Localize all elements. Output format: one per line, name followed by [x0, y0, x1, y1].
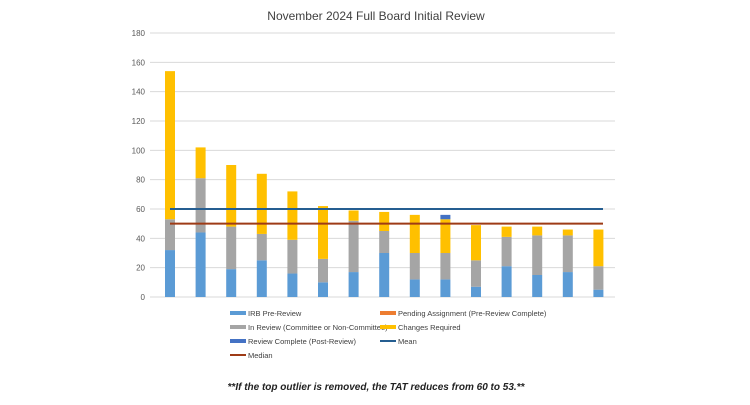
bar-segment — [379, 231, 390, 253]
bar-segment — [409, 279, 420, 297]
bar-segment — [195, 178, 206, 233]
bar-segment — [532, 235, 543, 275]
bar-segment — [226, 226, 237, 270]
bar-segment — [348, 220, 359, 273]
chart-annotation: **If the top outlier is removed, the TAT… — [228, 382, 526, 393]
bar-segment — [440, 214, 451, 220]
bar-segment — [287, 239, 298, 274]
bar-segment — [501, 236, 512, 267]
legend-swatch — [380, 325, 396, 329]
y-tick-label: 20 — [136, 264, 145, 273]
bar-segment — [593, 266, 604, 290]
legend-swatch — [380, 311, 396, 315]
bar-segment — [409, 214, 420, 253]
bar-segment — [195, 147, 206, 179]
legend-label: In Review (Committee or Non-Committee) — [248, 323, 388, 332]
bar-segment — [287, 273, 298, 297]
bar-segment — [348, 272, 359, 297]
bar-segment — [471, 225, 481, 261]
legend-label: Changes Required — [398, 323, 461, 332]
bar-segment — [348, 210, 359, 221]
bar-segment — [562, 235, 573, 273]
legend-swatch — [230, 339, 246, 343]
chart-title: November 2024 Full Board Initial Review — [267, 9, 485, 23]
legend-swatch — [230, 325, 246, 329]
bar-segment — [287, 191, 298, 240]
bar-segment — [256, 260, 267, 297]
y-tick-label: 40 — [136, 234, 145, 243]
legend-label: Median — [248, 351, 273, 360]
y-tick-label: 60 — [136, 205, 145, 214]
legend-label: Pending Assignment (Pre-Review Complete) — [398, 309, 547, 318]
y-tick-label: 0 — [141, 293, 146, 302]
bar-segment — [501, 226, 512, 237]
bar-segment — [440, 253, 451, 280]
bar-segment — [165, 71, 175, 220]
bar-segment — [471, 286, 481, 297]
bar-segment — [195, 232, 206, 297]
bar-segment — [379, 211, 390, 231]
y-tick-label: 140 — [132, 88, 146, 97]
bar-segment — [318, 282, 328, 297]
bar-segment — [593, 229, 604, 267]
bar-segment — [532, 275, 543, 297]
y-tick-label: 80 — [136, 176, 145, 185]
legend-label: Review Complete (Post-Review) — [248, 337, 356, 346]
y-tick-label: 180 — [132, 29, 146, 38]
bar-segment — [165, 219, 175, 251]
bar-segment — [226, 269, 237, 297]
bar-segment — [501, 266, 512, 297]
bar-segment — [409, 253, 420, 280]
bar-segment — [440, 219, 451, 253]
bar-segment — [256, 233, 267, 261]
bar-segment — [379, 253, 390, 297]
y-tick-label: 100 — [132, 146, 146, 155]
bar-segment — [562, 272, 573, 297]
bar-segment — [226, 165, 237, 227]
bar-segment — [256, 173, 267, 234]
bar-segment — [440, 279, 451, 297]
bar-segment — [318, 258, 328, 283]
bar-segment — [532, 226, 543, 236]
bar-segment — [318, 206, 328, 259]
y-tick-label: 120 — [132, 117, 146, 126]
bar-segment — [593, 289, 604, 297]
legend-swatch — [230, 311, 246, 315]
legend-label: Mean — [398, 337, 417, 346]
legend-label: IRB Pre-Review — [248, 309, 302, 318]
bar-segment — [165, 250, 175, 297]
y-tick-label: 160 — [132, 58, 146, 67]
bar-segment — [562, 229, 573, 236]
bar-segment — [471, 260, 481, 287]
